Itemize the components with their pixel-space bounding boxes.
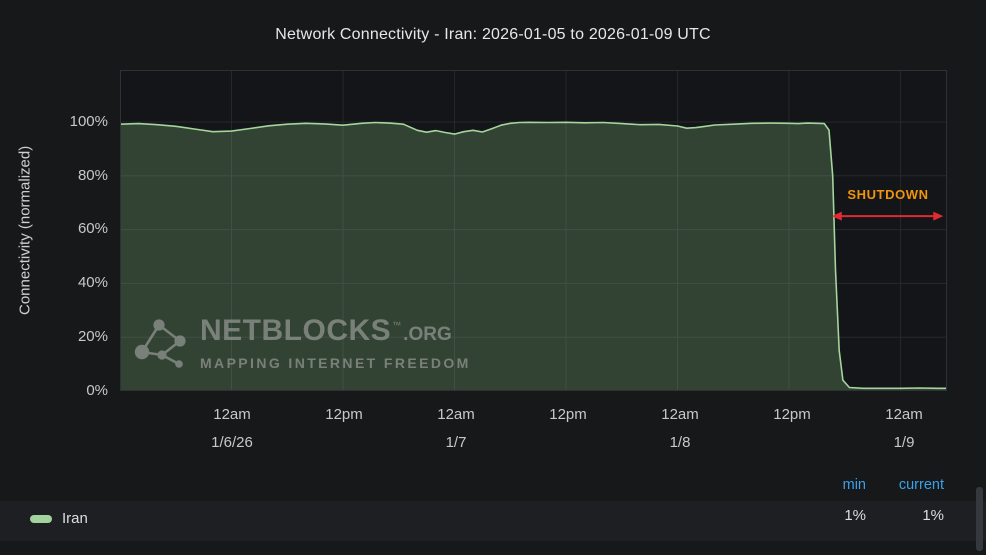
- series-label: Iran: [62, 510, 88, 527]
- shutdown-annotation-label: SHUTDOWN: [847, 187, 929, 202]
- series-color-swatch: [30, 514, 52, 523]
- y-tick-100: 100%: [69, 113, 108, 130]
- page-title: Network Connectivity - Iran: 2026-01-05 …: [275, 26, 711, 43]
- x-tick-5: 12pm: [773, 406, 811, 423]
- x-tick-3: 12pm: [549, 406, 587, 423]
- x-tick-6: 12am 1/9: [885, 406, 923, 451]
- legend-item-iran[interactable]: Iran: [30, 510, 88, 527]
- stats-header-min[interactable]: min: [842, 477, 866, 493]
- x-tick-4: 12am 1/8: [661, 406, 699, 451]
- connectivity-area-chart[interactable]: [120, 70, 947, 391]
- y-tick-20: 20%: [77, 328, 108, 345]
- legend-scrollbar-thumb[interactable]: [976, 487, 983, 551]
- legend-bar: [0, 501, 986, 541]
- x-tick-2: 12am 1/7: [437, 406, 475, 451]
- y-tick-40: 40%: [77, 274, 108, 291]
- y-tick-60: 60%: [77, 220, 108, 237]
- legend-stats: min current 1% 1%: [810, 477, 944, 524]
- stat-value-current: 1%: [922, 507, 944, 524]
- x-tick-1: 12pm: [325, 406, 363, 423]
- stats-header-current[interactable]: current: [898, 477, 944, 493]
- y-axis-label: Connectivity (normalized): [16, 145, 34, 316]
- x-tick-0: 12am 1/6/26: [211, 406, 253, 451]
- y-tick-0: 0%: [86, 382, 108, 399]
- stat-value-min: 1%: [844, 507, 866, 524]
- y-tick-80: 80%: [77, 167, 108, 184]
